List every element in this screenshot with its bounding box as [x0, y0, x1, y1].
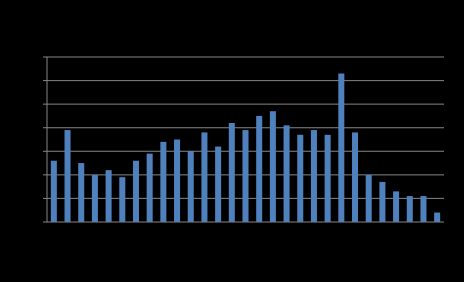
bar — [105, 170, 112, 222]
bar — [256, 115, 263, 222]
bar — [91, 174, 98, 222]
bar — [228, 123, 235, 222]
bar — [406, 196, 413, 222]
bar — [160, 141, 167, 222]
bar — [365, 174, 372, 222]
bar — [215, 146, 222, 222]
bar — [379, 181, 386, 222]
bar — [146, 153, 153, 222]
bar — [283, 125, 290, 222]
bar — [420, 196, 427, 222]
bar — [64, 130, 71, 222]
bar — [78, 163, 85, 222]
bar — [50, 160, 57, 222]
bar — [201, 132, 208, 222]
bar — [434, 212, 441, 222]
bar — [187, 151, 194, 222]
bar — [269, 111, 276, 222]
bar — [352, 132, 359, 222]
bar — [310, 130, 317, 222]
bar — [119, 177, 126, 222]
bar — [297, 134, 304, 222]
bar — [242, 130, 249, 222]
bar — [132, 160, 139, 222]
bar — [393, 191, 400, 222]
bar — [324, 134, 331, 222]
bar — [174, 139, 181, 222]
bar — [338, 73, 345, 222]
